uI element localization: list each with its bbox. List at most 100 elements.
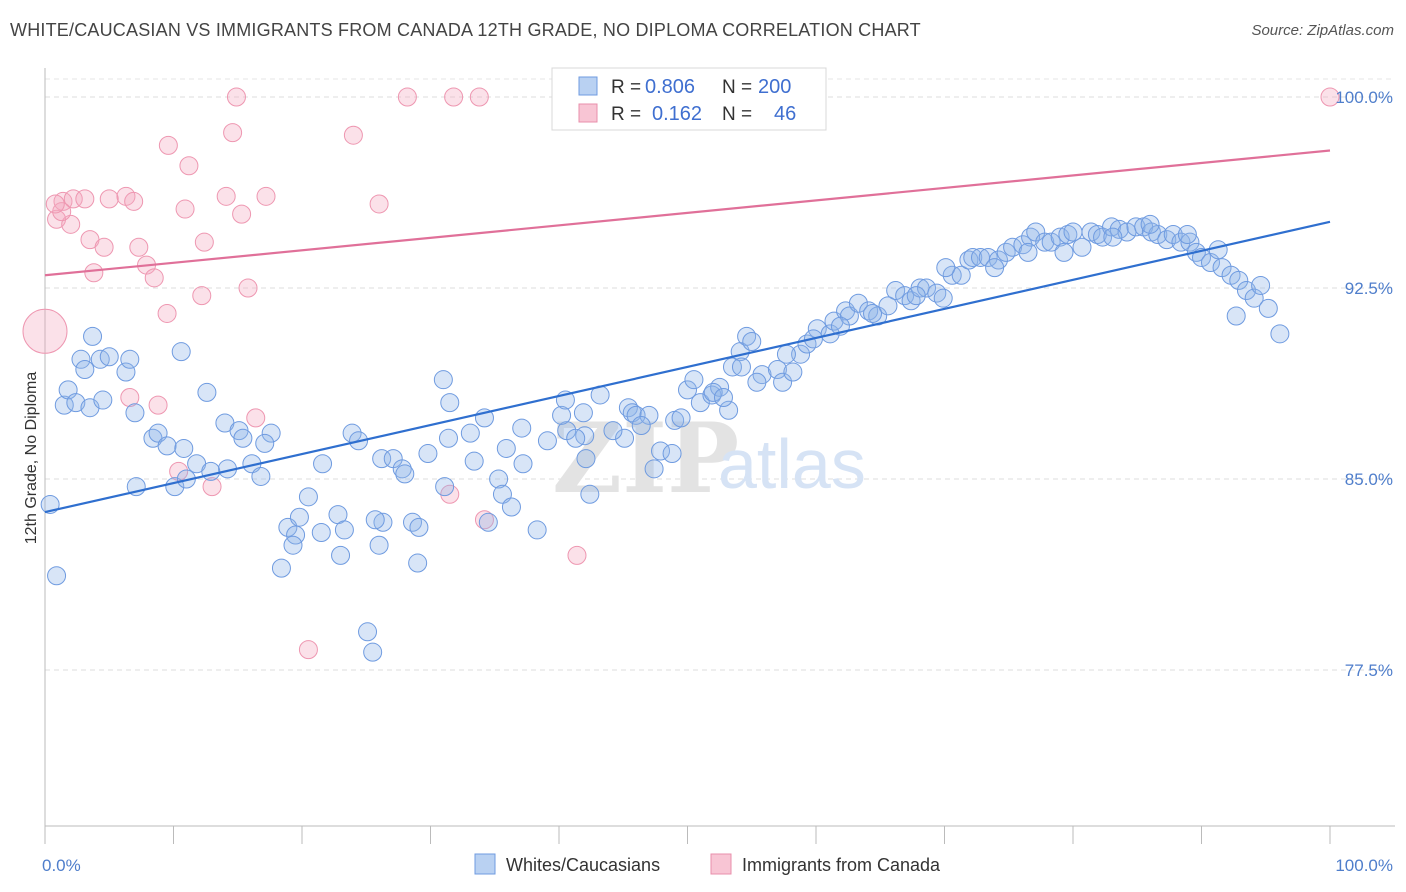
point-immigrants-27 [226, 87, 246, 107]
y-tick-label-1: 85.0% [1345, 470, 1393, 489]
point-whites-41 [372, 449, 392, 469]
point-whites-181 [435, 477, 455, 497]
y-tick-label-3: 100.0% [1335, 88, 1393, 107]
point-whites-139 [1126, 217, 1146, 237]
trend-line-immigrants [44, 149, 1331, 277]
point-whites-13 [120, 349, 140, 369]
point-whites-132 [1072, 237, 1092, 257]
point-immigrants-34 [369, 194, 389, 214]
point-whites-125 [1021, 227, 1041, 247]
point-whites-127 [1035, 232, 1055, 252]
point-whites-107 [878, 296, 898, 316]
bottom-legend-swatch-pink [710, 853, 732, 875]
point-whites-83 [690, 393, 710, 413]
point-whites-94 [767, 359, 787, 379]
point-whites-29 [261, 423, 281, 443]
point-whites-122 [996, 242, 1016, 262]
point-whites-14 [125, 403, 145, 423]
point-whites-76 [639, 405, 659, 425]
point-whites-153 [1236, 281, 1256, 301]
point-whites-51 [438, 428, 458, 448]
point-immigrants-29 [238, 278, 258, 298]
point-whites-164 [1018, 242, 1038, 262]
point-immigrants-5 [63, 189, 83, 209]
point-whites-183 [365, 510, 385, 530]
point-immigrants-0 [22, 308, 68, 354]
point-whites-185 [283, 535, 303, 555]
point-whites-180 [464, 451, 484, 471]
point-whites-146 [1180, 232, 1200, 252]
point-whites-23 [197, 382, 217, 402]
point-whites-45 [358, 622, 378, 642]
point-immigrants-24 [202, 477, 222, 497]
point-immigrants-13 [129, 237, 149, 257]
point-whites-52 [418, 444, 438, 464]
bottom-legend-label-pink: Immigrants from Canada [742, 855, 941, 875]
point-whites-58 [489, 469, 509, 489]
point-whites-55 [460, 423, 480, 443]
point-whites-171 [776, 344, 796, 364]
point-whites-28 [251, 466, 271, 486]
point-immigrants-28 [232, 204, 252, 224]
point-whites-159 [1208, 240, 1228, 260]
point-immigrants-18 [158, 135, 178, 155]
watermark: ZIP atlas [552, 402, 866, 515]
point-immigrants-45 [120, 388, 140, 408]
point-whites-189 [174, 438, 194, 458]
point-whites-33 [298, 487, 318, 507]
legend-swatch-blue [578, 76, 598, 96]
axes [44, 68, 1395, 844]
point-whites-184 [331, 545, 351, 565]
point-whites-174 [671, 408, 691, 428]
point-whites-48 [403, 512, 423, 532]
bottom-legend-swatch-blue [474, 853, 496, 875]
legend-r-value-pink: 0.162 [652, 103, 702, 125]
point-immigrants-26 [223, 123, 243, 143]
point-whites-130 [1058, 225, 1078, 245]
point-whites-173 [713, 388, 733, 408]
point-whites-49 [409, 517, 429, 537]
point-immigrants-10 [99, 189, 119, 209]
point-whites-10 [93, 390, 113, 410]
y-axis-label: 12th Grade, No Diploma [23, 372, 40, 545]
point-whites-8 [83, 326, 103, 346]
x-tick-label-max: 100.0% [1335, 856, 1393, 875]
bottom-legend: Whites/Caucasians Immigrants from Canada [474, 853, 941, 875]
point-whites-112 [917, 278, 937, 298]
point-whites-36 [311, 522, 331, 542]
point-immigrants-17 [157, 303, 177, 323]
point-whites-128 [1041, 232, 1061, 252]
point-whites-118 [963, 247, 983, 267]
point-whites-158 [1226, 306, 1246, 326]
point-immigrants-21 [179, 156, 199, 176]
point-whites-177 [566, 428, 586, 448]
point-whites-81 [678, 380, 697, 400]
point-immigrants-22 [192, 286, 212, 306]
point-whites-54 [440, 393, 460, 413]
point-whites-12 [116, 362, 136, 382]
point-whites-165 [985, 258, 1005, 278]
point-immigrants-25 [216, 186, 236, 206]
point-immigrants-19 [169, 461, 189, 481]
point-whites-65 [552, 405, 572, 425]
trend-line-whites [44, 220, 1331, 514]
point-whites-163 [1054, 242, 1074, 262]
point-whites-109 [895, 286, 915, 306]
point-whites-182 [395, 464, 415, 484]
point-immigrants-31 [256, 186, 276, 206]
gridlines [45, 78, 1395, 671]
point-whites-57 [478, 512, 498, 532]
point-whites-136 [1102, 217, 1122, 237]
point-immigrants-36 [444, 87, 464, 107]
point-whites-142 [1148, 225, 1168, 245]
legend-box: R = 0.806 N = 200 R = 0.162 N = 46 [551, 67, 827, 131]
point-whites-176 [603, 421, 623, 441]
y-tick-label-0: 77.5% [1345, 661, 1393, 680]
point-whites-95 [773, 372, 793, 392]
legend-n-value-pink: 46 [774, 103, 796, 125]
point-immigrants-44 [45, 194, 65, 214]
point-whites-166 [936, 258, 956, 278]
point-whites-61 [513, 454, 533, 474]
point-immigrants-20 [175, 199, 195, 219]
